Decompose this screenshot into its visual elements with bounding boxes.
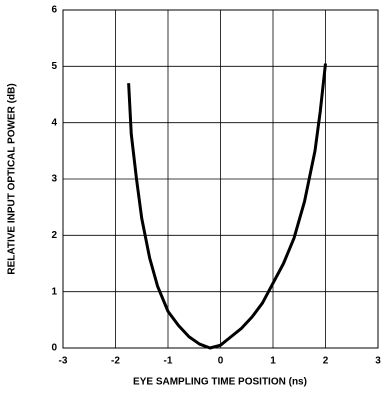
x-tick-label: -1 [164, 356, 173, 367]
x-tick-label: 3 [375, 356, 381, 367]
x-axis-label: EYE SAMPLING TIME POSITION (ns) [133, 377, 307, 388]
y-tick-label: 5 [51, 61, 57, 72]
x-tick-label: -2 [111, 356, 120, 367]
x-tick-label: -3 [59, 356, 68, 367]
y-tick-label: 0 [51, 343, 57, 354]
x-tick-label: 2 [323, 356, 329, 367]
y-axis-label: RELATIVE INPUT OPTICAL POWER (dB) [7, 83, 18, 274]
y-tick-label: 2 [51, 230, 57, 241]
x-tick-label: 1 [270, 356, 276, 367]
y-tick-label: 4 [51, 117, 57, 128]
y-tick-label: 6 [51, 5, 57, 16]
x-tick-label: 0 [218, 356, 224, 367]
plot-frame [62, 9, 379, 349]
data-line [127, 63, 327, 350]
y-tick-label: 1 [51, 286, 57, 297]
y-tick-label: 3 [51, 174, 57, 185]
